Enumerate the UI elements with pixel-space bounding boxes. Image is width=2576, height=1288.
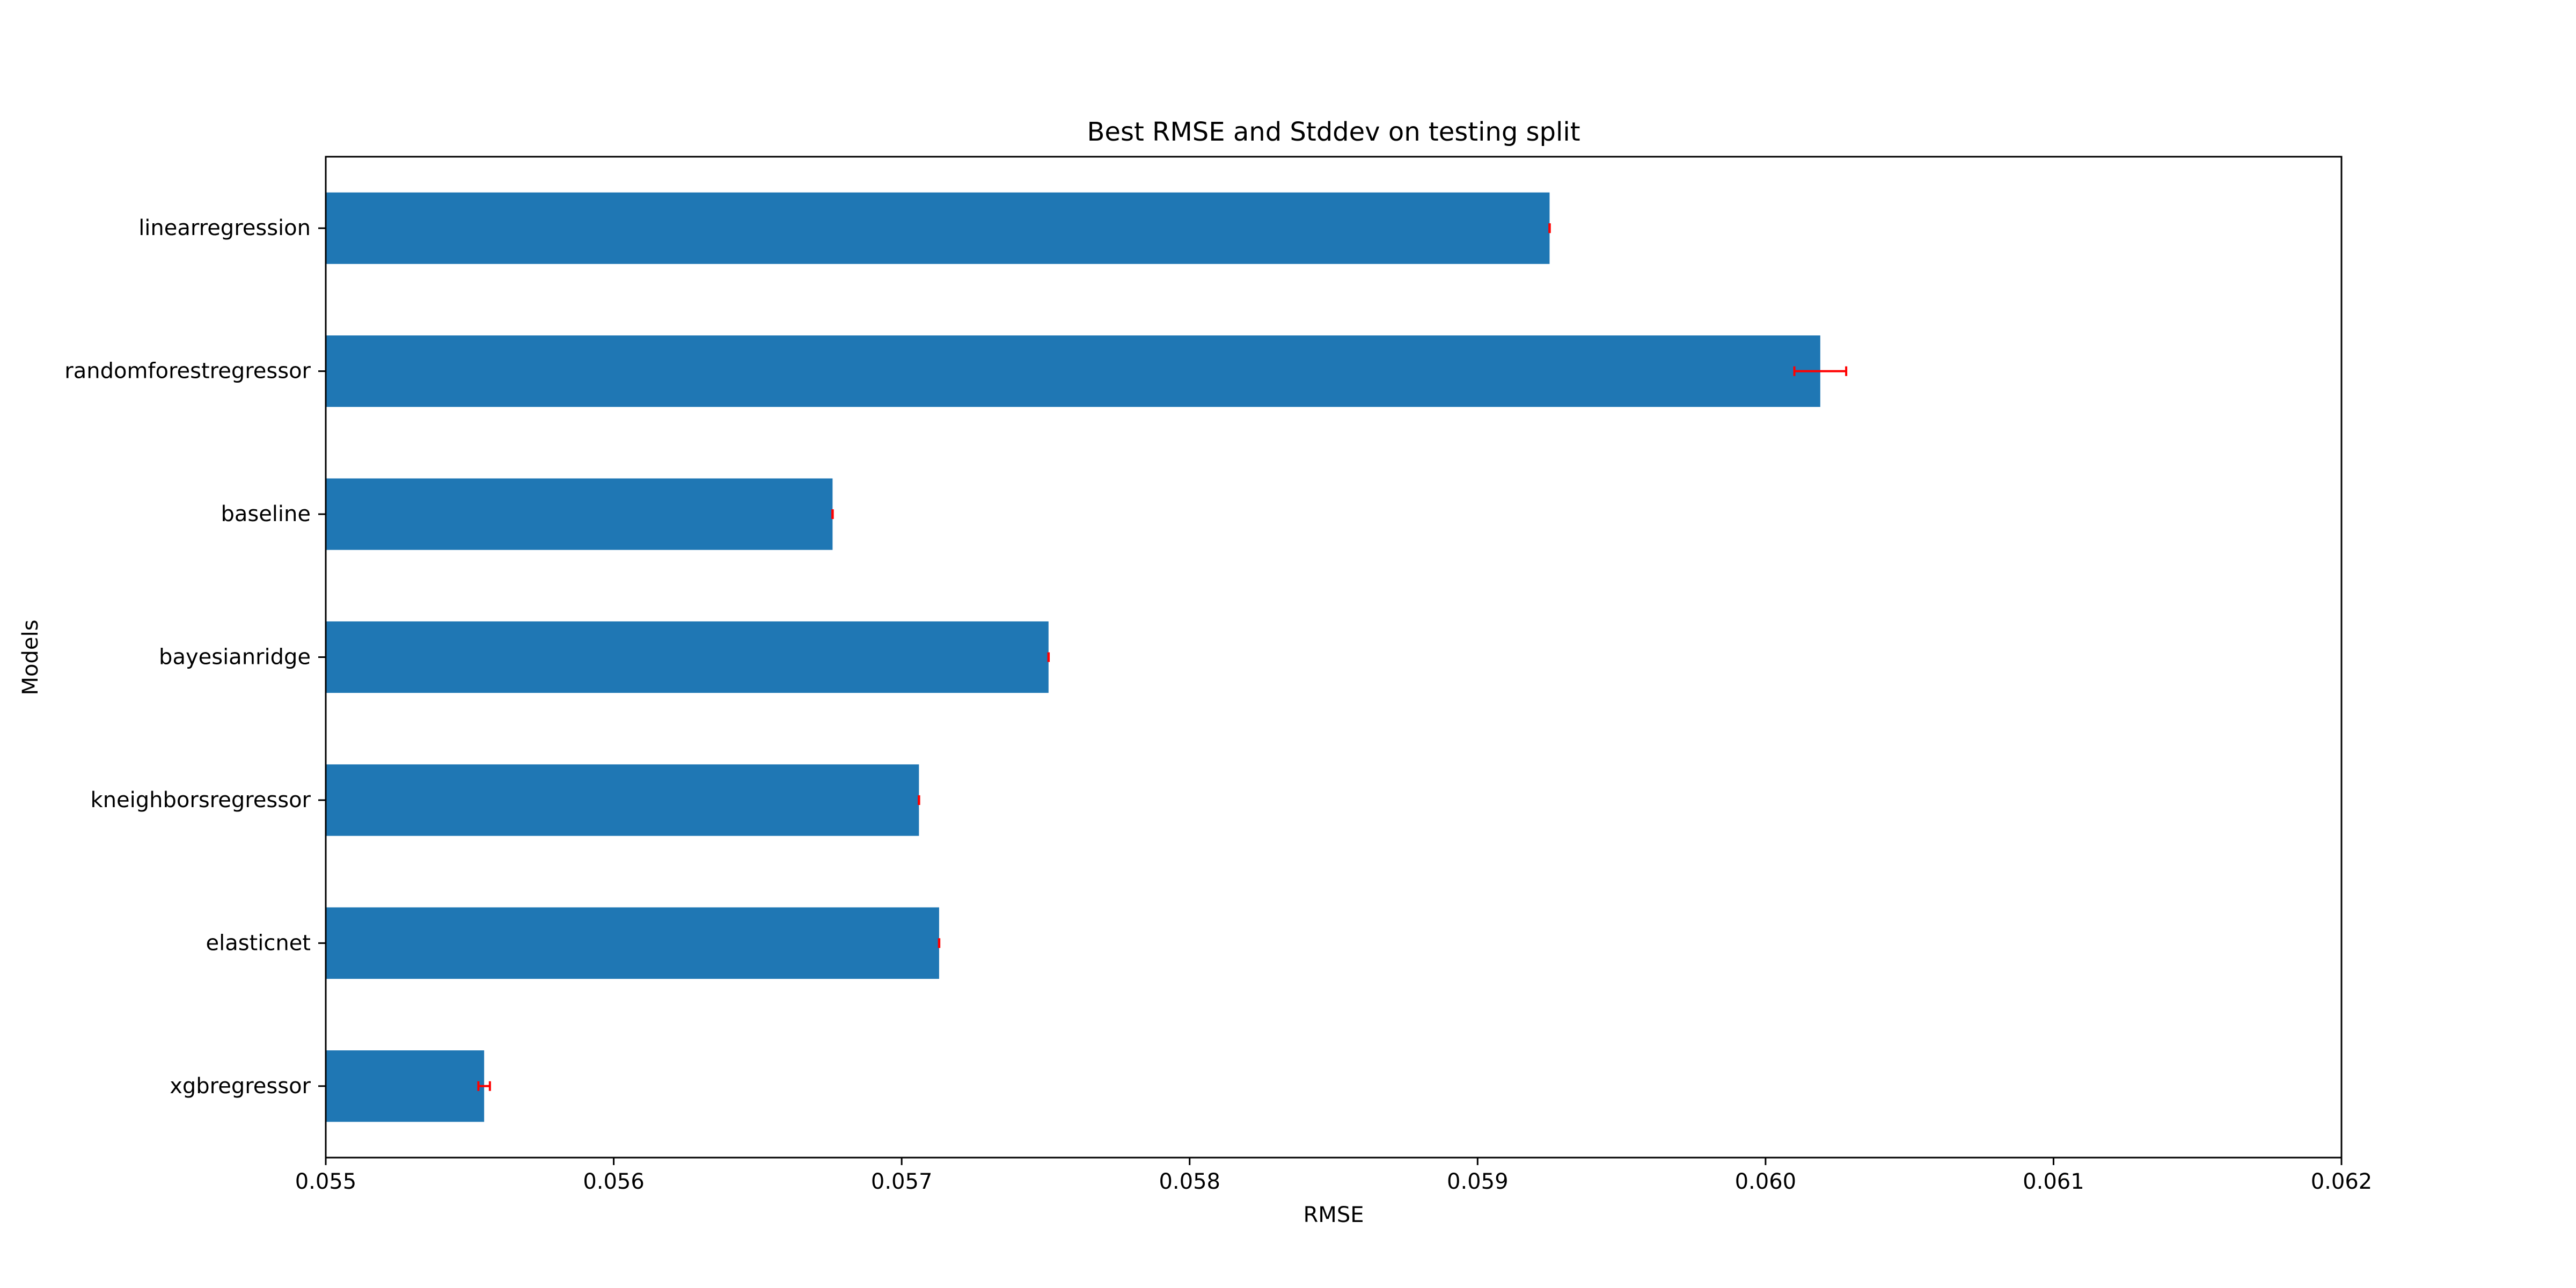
error-bars <box>477 223 1848 1091</box>
y-tick-label: bayesianridge <box>159 645 311 670</box>
error-bar-randomforestregressor <box>1793 366 1848 376</box>
x-tick-label: 0.062 <box>2311 1169 2373 1194</box>
y-tick-label: kneighborsregressor <box>91 788 311 813</box>
x-tick-label: 0.058 <box>1159 1169 1220 1194</box>
bar-linearregression <box>326 192 1550 264</box>
x-tick-label: 0.055 <box>295 1169 357 1194</box>
y-tick-label: xgbregressor <box>170 1074 311 1099</box>
x-tick-label: 0.056 <box>583 1169 645 1194</box>
y-tick-label: randomforestregressor <box>64 359 311 384</box>
x-axis-ticks: 0.055 0.056 0.057 0.058 0.059 0.060 0.061 0.062 <box>295 1158 2373 1194</box>
bars <box>326 192 1820 1122</box>
bar-bayesianridge <box>326 621 1049 693</box>
x-tick-label: 0.057 <box>871 1169 933 1194</box>
error-bar-xgbregressor <box>477 1081 491 1091</box>
error-bar-baseline <box>831 509 834 519</box>
x-axis-label: RMSE <box>1304 1203 1364 1227</box>
bar-randomforestregressor <box>326 335 1820 407</box>
bar-elasticnet <box>326 907 939 979</box>
x-tick-label: 0.059 <box>1447 1169 1509 1194</box>
x-tick-label: 0.061 <box>2023 1169 2084 1194</box>
y-axis-label: Models <box>18 620 43 696</box>
y-tick-label: elasticnet <box>206 931 311 955</box>
bar-kneighborsregressor <box>326 764 919 836</box>
bar-baseline <box>326 478 833 550</box>
y-axis-ticks: linearregression randomforestregressor bas… <box>64 216 326 1099</box>
chart-title: Best RMSE and Stddev on testing split <box>1087 117 1580 147</box>
error-bar-elasticnet <box>938 938 941 948</box>
x-tick-label: 0.060 <box>1735 1169 1797 1194</box>
y-tick-label: baseline <box>221 502 311 526</box>
error-bar-linearregression <box>1548 223 1551 233</box>
bar-xgbregressor <box>326 1050 485 1122</box>
y-tick-label: linearregression <box>138 216 311 240</box>
